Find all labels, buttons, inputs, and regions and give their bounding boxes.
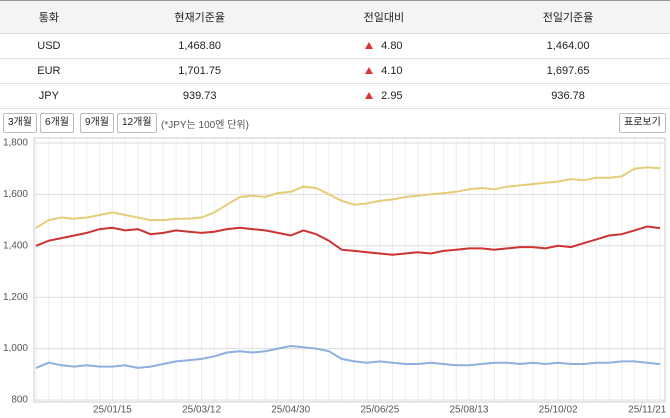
x-tick-label: 25/04/30	[271, 405, 310, 416]
change: 2.95	[381, 90, 403, 102]
y-tick-label: 1,800	[3, 138, 28, 149]
cell: USD	[0, 33, 98, 59]
series-line	[35, 166, 661, 229]
header: 현재기준율	[97, 0, 302, 34]
cell: 1,468.80	[97, 33, 302, 59]
period-button[interactable]: 3개월	[3, 113, 37, 133]
cell: 1,464.00	[466, 33, 670, 59]
cell: 1,697.65	[466, 58, 670, 84]
note: (*JPY는 100엔 단위)	[161, 120, 249, 131]
period-button[interactable]: 12개월	[117, 113, 157, 133]
series-line	[35, 344, 661, 369]
x-tick-label: 25/11/21	[628, 405, 667, 416]
cell: 936.78	[466, 83, 670, 109]
x-tick-label: 25/08/13	[450, 405, 489, 416]
header: 전일대비	[301, 0, 467, 34]
plot-frame	[33, 137, 666, 403]
x-tick-label: 25/01/15	[93, 405, 132, 416]
header: 전일기준율	[466, 0, 670, 34]
y-tick-label: 1,400	[3, 240, 28, 251]
change: 4.80	[381, 40, 403, 52]
header: 통화	[0, 0, 98, 34]
x-tick-label: 25/03/12	[182, 405, 221, 416]
period-button[interactable]: 9개월	[80, 113, 114, 133]
cell: EUR	[0, 58, 98, 84]
x-tick-label: 25/06/25	[360, 405, 399, 416]
cell: 2.95	[301, 83, 467, 109]
period-button[interactable]: 6개월	[40, 113, 74, 133]
y-tick-label: 1,000	[3, 343, 28, 354]
cell: 1,701.75	[97, 58, 302, 84]
cell: 4.80	[301, 33, 467, 59]
cell: 4.10	[301, 58, 467, 84]
cell: JPY	[0, 83, 98, 109]
x-tick-label: 25/10/02	[539, 405, 578, 416]
y-tick-label: 800	[11, 395, 28, 406]
y-tick-label: 1,600	[3, 189, 28, 200]
series-line	[35, 225, 661, 256]
y-tick-label: 1,200	[3, 292, 28, 303]
rate-table: 통화 현재기준율 전일대비 전일기준율 USD 1,468.80 4.80 1,464.00…	[0, 0, 670, 109]
table-view-button[interactable]: 표로보기	[619, 113, 666, 133]
change: 4.10	[381, 65, 403, 77]
cell: 939.73	[97, 83, 302, 109]
